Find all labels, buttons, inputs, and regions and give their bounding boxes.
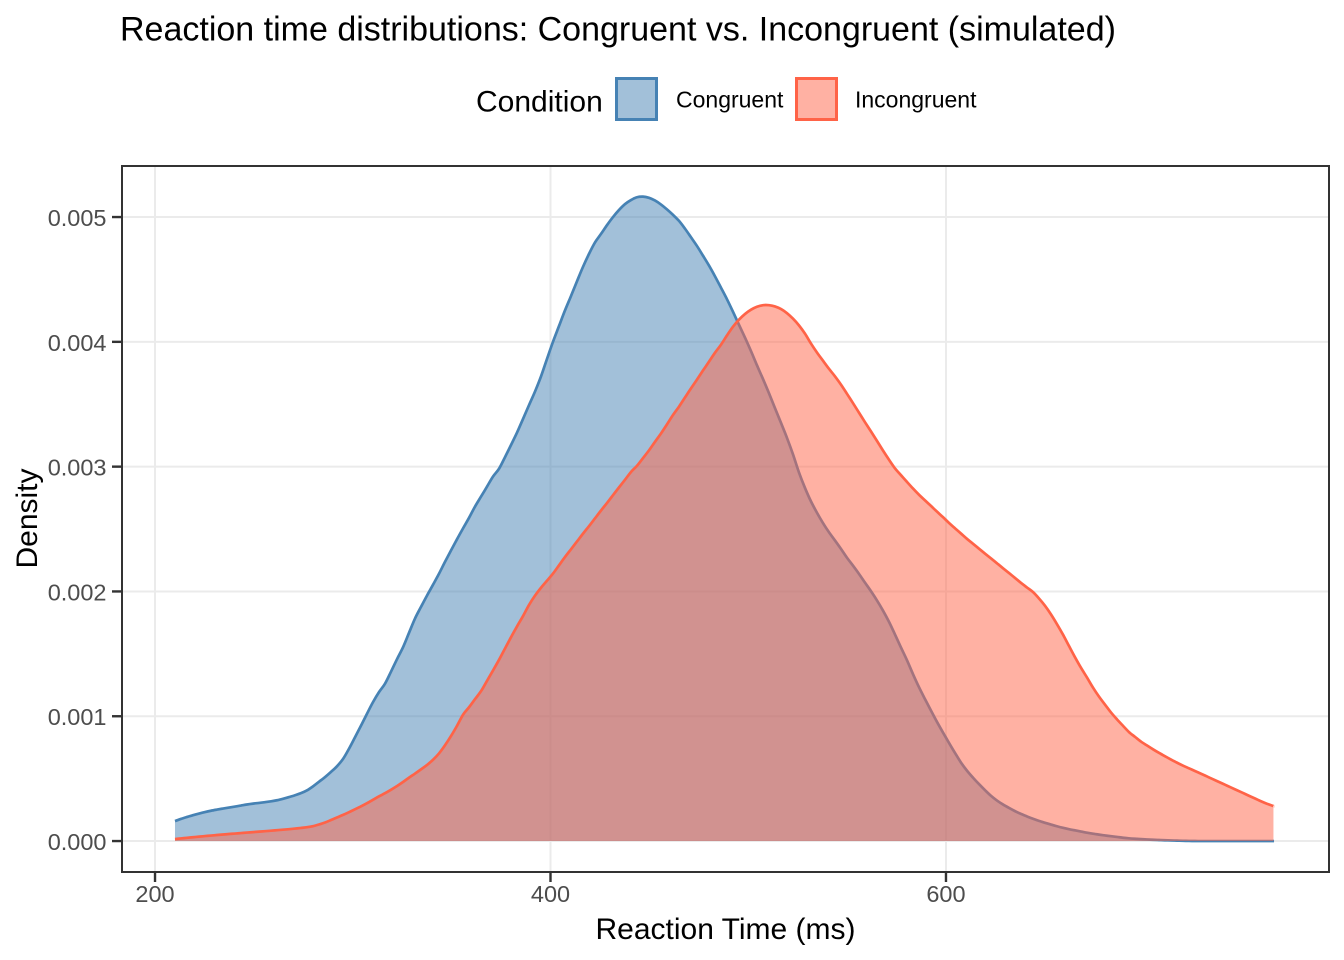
y-axis-title: Density — [11, 468, 44, 568]
y-tick-label: 0.001 — [48, 704, 107, 730]
y-tick-label: 0.002 — [48, 579, 107, 605]
legend-label-congruent: Congruent — [676, 87, 784, 113]
y-tick-label: 0.005 — [48, 205, 107, 231]
y-tick-label: 0.003 — [48, 455, 107, 481]
legend-title: Condition — [476, 86, 603, 119]
x-axis-title: Reaction Time (ms) — [595, 913, 855, 946]
legend-key-incongruent — [795, 77, 838, 121]
y-tick-label: 0.004 — [48, 330, 107, 356]
x-tick-label: 400 — [531, 881, 570, 907]
x-tick-label: 200 — [135, 881, 174, 907]
panel-border — [121, 165, 1330, 873]
plot-panel — [121, 165, 1330, 873]
x-tick-label: 600 — [926, 881, 965, 907]
density-area-incongruent — [174, 305, 1274, 842]
legend-label-incongruent: Incongruent — [855, 87, 977, 113]
plot-title: Reaction time distributions: Congruent v… — [120, 11, 1116, 49]
legend-key-congruent — [615, 77, 658, 121]
legend: Condition Congruent Incongruent — [476, 77, 977, 121]
axes: 200 400 600 0.000 0.001 0.002 0.003 0.004 0.005 — [48, 205, 966, 907]
density-line-incongruent — [174, 303, 1275, 841]
y-tick-label: 0.000 — [48, 829, 107, 855]
